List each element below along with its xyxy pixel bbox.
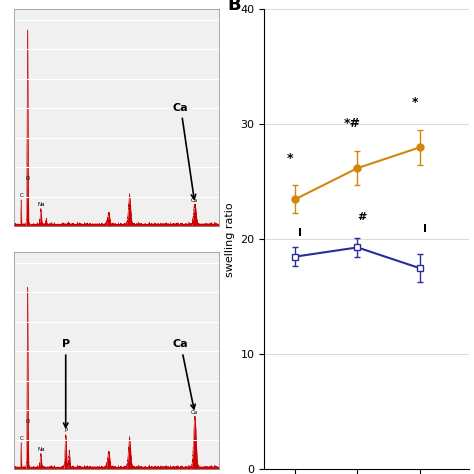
Text: C: C [19,437,23,441]
Text: *: * [287,152,293,164]
Text: Na: Na [37,447,45,452]
Text: *: * [411,97,418,109]
Y-axis label: swelling ratio: swelling ratio [225,202,235,277]
Text: B: B [228,0,241,14]
Text: *#: *# [344,117,361,130]
Text: O: O [26,176,30,181]
Text: #: # [358,212,367,222]
Text: Ca: Ca [173,103,196,199]
Text: I: I [422,224,427,234]
Text: Ca: Ca [191,198,199,202]
Text: Na: Na [37,202,45,207]
Text: P: P [62,339,70,428]
Text: C: C [19,193,23,199]
Text: P: P [64,428,67,433]
Text: Ca: Ca [191,410,199,415]
Text: Ca: Ca [173,339,195,409]
Text: I: I [298,228,302,238]
Text: O: O [26,419,30,424]
